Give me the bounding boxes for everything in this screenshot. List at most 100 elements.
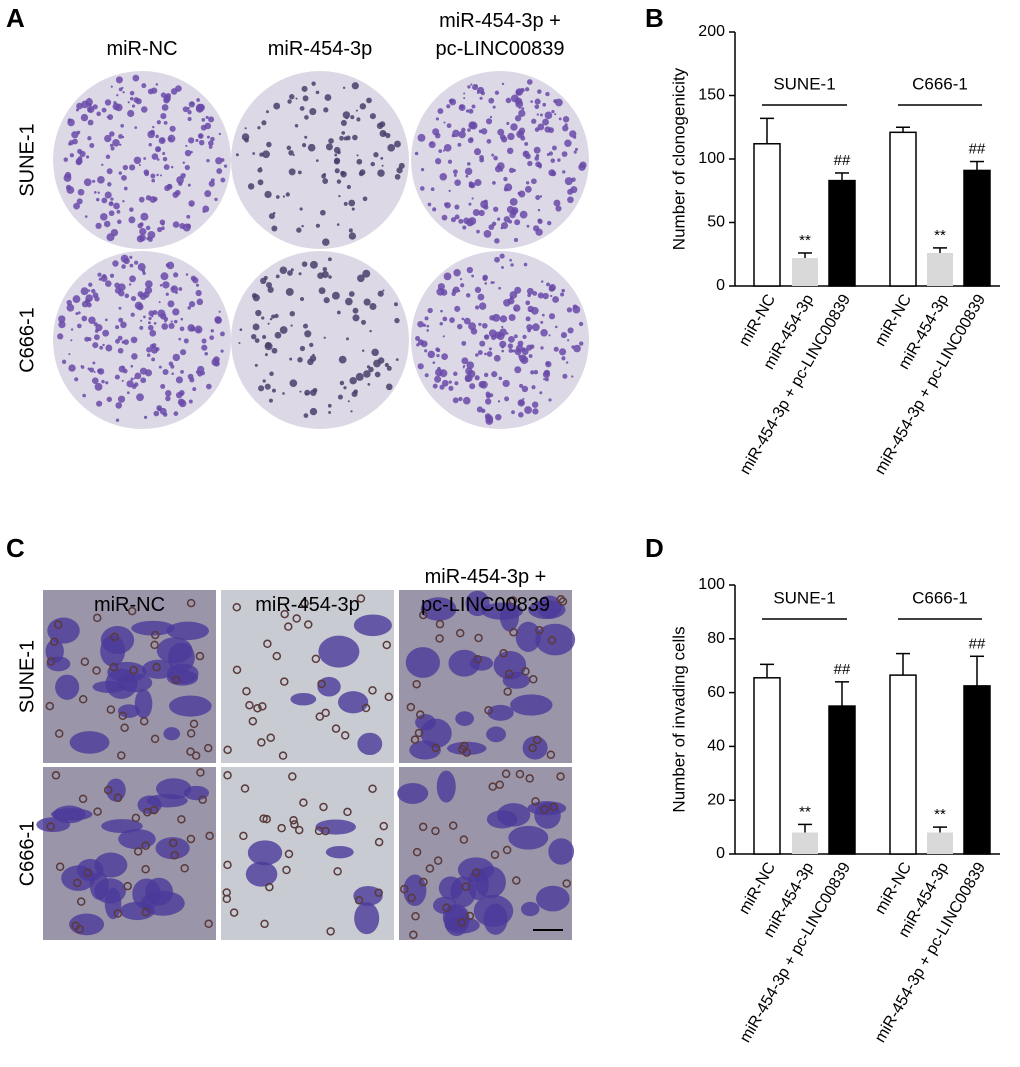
pore: [93, 807, 102, 816]
colony: [494, 90, 500, 95]
pore: [435, 619, 445, 629]
colony: [187, 110, 192, 115]
colony: [175, 291, 178, 294]
pore: [457, 918, 466, 927]
colony: [183, 338, 189, 344]
cell: [397, 782, 429, 804]
pore: [333, 867, 342, 876]
group-label: SUNE-1: [773, 588, 835, 607]
y-tick-label: 100: [698, 150, 725, 167]
colony: [117, 219, 122, 225]
colony: [178, 287, 183, 291]
colony: [104, 99, 112, 106]
colony: [468, 202, 472, 206]
pore: [288, 772, 297, 781]
colony: [257, 167, 263, 173]
colony: [96, 197, 100, 202]
colony: [448, 385, 454, 391]
cell: [483, 903, 508, 935]
bar: [753, 677, 781, 855]
colony: [532, 408, 539, 415]
colony: [334, 168, 340, 174]
colony: [496, 332, 505, 341]
colony: [109, 273, 115, 278]
cell: [448, 649, 481, 677]
colony: [171, 286, 175, 290]
y-tick-label: 0: [716, 845, 725, 862]
pore: [448, 821, 458, 830]
colony: [506, 147, 514, 155]
pore: [223, 860, 232, 870]
colony: [572, 304, 578, 310]
colony: [352, 314, 360, 322]
pore: [374, 888, 383, 897]
colony: [295, 97, 298, 100]
colony: [336, 223, 340, 226]
colony: [129, 207, 134, 212]
colony: [492, 313, 501, 322]
colony: [188, 137, 195, 144]
pore: [409, 930, 418, 940]
colony: [145, 225, 151, 231]
colony: [555, 325, 558, 329]
colony: [124, 293, 130, 299]
pore: [204, 919, 213, 929]
colony: [118, 365, 126, 373]
colony: [198, 139, 205, 146]
colony: [299, 390, 302, 393]
pore: [51, 771, 61, 780]
colony: [122, 91, 125, 94]
colony: [331, 291, 340, 300]
y-tick-label: 40: [707, 738, 725, 755]
pore: [54, 729, 64, 738]
colony: [545, 361, 552, 368]
colony: [77, 311, 81, 315]
colony: [214, 316, 222, 324]
colony: [486, 351, 493, 357]
colony: [530, 100, 533, 103]
cell: [486, 726, 506, 743]
colony: [261, 316, 265, 320]
colony: [89, 107, 92, 110]
pore: [280, 677, 289, 686]
colony: [286, 145, 292, 151]
column-header: miR-454-3p: [268, 38, 372, 60]
pore: [400, 884, 409, 894]
colony: [526, 324, 533, 331]
colony: [452, 397, 459, 404]
column-header: miR-454-3p: [255, 594, 359, 616]
pore: [512, 876, 521, 885]
pore: [412, 847, 422, 857]
colony: [116, 209, 121, 214]
colony: [58, 320, 66, 329]
colony: [156, 120, 161, 125]
colony: [218, 310, 221, 313]
colony: [529, 344, 535, 349]
colony: [432, 207, 437, 212]
colony: [267, 286, 274, 293]
colony: [540, 320, 544, 324]
colony: [472, 84, 479, 91]
colony: [483, 230, 492, 238]
colony: [485, 391, 491, 397]
colony: [474, 178, 482, 187]
colony: [548, 313, 556, 320]
colony: [523, 262, 528, 267]
pore: [150, 640, 159, 650]
colony: [527, 293, 532, 298]
colony: [503, 176, 508, 182]
pore: [484, 706, 493, 715]
colony: [442, 335, 445, 338]
pore: [340, 731, 350, 740]
colony: [356, 154, 359, 157]
colony: [533, 369, 539, 375]
colony: [309, 342, 314, 348]
colony: [531, 118, 537, 124]
colony: [464, 167, 473, 176]
colony: [147, 130, 155, 139]
colony: [381, 164, 384, 167]
colony: [317, 272, 324, 279]
colony: [443, 121, 446, 124]
colony: [477, 293, 485, 301]
pore: [76, 897, 86, 906]
